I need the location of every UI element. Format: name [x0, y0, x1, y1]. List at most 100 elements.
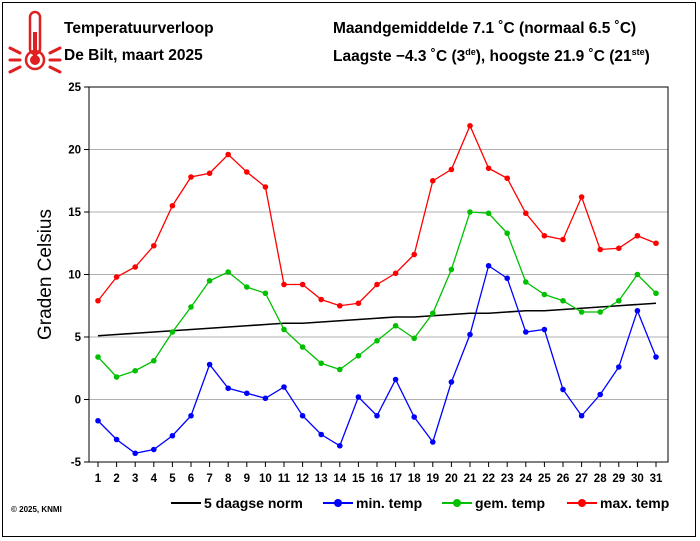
- data-point: [392, 376, 399, 383]
- x-tick-label: 13: [315, 473, 328, 485]
- y-tick-label: 0: [75, 395, 81, 407]
- data-point: [113, 374, 120, 380]
- data-point: [151, 357, 157, 364]
- legend-label: 5 daagse norm: [204, 495, 303, 511]
- y-tick-label: 10: [68, 270, 81, 282]
- data-point: [299, 412, 306, 419]
- data-point: [560, 386, 566, 393]
- legend: 5 daagse norm min. temp gem. temp max. temp: [171, 495, 669, 511]
- data-point: [467, 122, 473, 129]
- data-point: [355, 300, 362, 307]
- x-tick-label: 30: [631, 473, 644, 485]
- data-point: [262, 290, 269, 297]
- data-point: [355, 394, 362, 400]
- data-point: [188, 412, 194, 419]
- series-line-0: [97, 302, 657, 337]
- data-point: [281, 326, 287, 333]
- legend-marker: [453, 499, 461, 507]
- data-point: [616, 245, 622, 252]
- extremes-suffix: ): [644, 48, 650, 65]
- data-point: [95, 297, 101, 304]
- x-tick-label: 2: [113, 473, 119, 485]
- data-point: [430, 177, 436, 184]
- data-point: [541, 291, 548, 298]
- x-tick-label: 26: [557, 473, 570, 485]
- data-point: [411, 414, 418, 420]
- data-point: [578, 309, 585, 315]
- data-point: [169, 432, 176, 439]
- data-point: [392, 270, 399, 277]
- data-point: [485, 165, 492, 172]
- data-point: [95, 354, 101, 360]
- data-point: [597, 246, 603, 253]
- legend-label: min. temp: [356, 495, 422, 511]
- data-point: [299, 344, 306, 350]
- x-tick-label: 22: [482, 473, 495, 485]
- y-axis-ticks: -5 0 5 10 15 20 25: [68, 82, 89, 469]
- x-tick-label: 11: [278, 473, 291, 485]
- data-point: [616, 364, 622, 370]
- thermometer-icon: [8, 10, 62, 74]
- data-point: [448, 166, 455, 173]
- x-tick-label: 18: [408, 473, 421, 485]
- data-point: [578, 412, 585, 419]
- data-point: [374, 337, 380, 344]
- grid: [89, 149, 668, 400]
- series-line-1: [97, 264, 657, 454]
- data-point: [374, 412, 380, 419]
- x-tick-label: 12: [296, 473, 309, 485]
- data-point: [578, 194, 585, 200]
- data-point: [467, 331, 473, 338]
- data-point: [634, 271, 641, 278]
- extremes-sup-high: ste: [631, 47, 645, 57]
- data-point: [206, 170, 213, 177]
- x-tick-label: 19: [426, 473, 439, 485]
- data-point: [430, 310, 436, 317]
- data-point: [244, 390, 250, 397]
- y-tick-label: 15: [68, 207, 81, 219]
- data-point: [281, 384, 287, 390]
- data-point: [485, 262, 492, 269]
- data-point: [318, 360, 325, 367]
- x-tick-label: 16: [371, 473, 384, 485]
- x-tick-label: 5: [169, 473, 176, 485]
- x-tick-label: 20: [445, 473, 458, 485]
- data-point: [188, 174, 194, 180]
- data-point: [244, 284, 250, 290]
- x-tick-label: 9: [244, 473, 250, 485]
- extremes-sup-low: de: [465, 47, 476, 57]
- data-point: [504, 275, 511, 282]
- data-point: [523, 279, 529, 285]
- data-point: [132, 264, 138, 270]
- data-point: [597, 309, 603, 315]
- monthly-average: Maandgemiddelde 7.1 ˚C (normaal 6.5 ˚C): [333, 20, 637, 37]
- data-point: [206, 361, 213, 368]
- data-point: [151, 242, 157, 249]
- y-tick-label: 20: [68, 145, 81, 157]
- data-point: [653, 290, 659, 297]
- data-point: [95, 417, 101, 424]
- data-point: [523, 329, 529, 335]
- x-tick-label: 3: [132, 473, 138, 485]
- x-tick-label: 17: [389, 473, 402, 485]
- x-tick-label: 29: [612, 473, 625, 485]
- data-point: [318, 431, 325, 438]
- data-point: [188, 304, 194, 310]
- data-point: [560, 297, 566, 304]
- data-point: [430, 439, 436, 445]
- data-point: [318, 296, 325, 303]
- data-point: [113, 436, 120, 443]
- data-point: [485, 210, 492, 217]
- plot-area: [88, 86, 669, 463]
- monthly-extremes: Laagste −4.3 ˚C (3de), hoogste 21.9 ˚C (…: [333, 47, 650, 66]
- data-point: [504, 230, 511, 237]
- data-point: [541, 326, 548, 333]
- data-point: [634, 232, 641, 239]
- data-point: [337, 302, 343, 309]
- data-point: [504, 175, 511, 182]
- legend-label: gem. temp: [475, 495, 545, 511]
- data-point: [467, 209, 473, 215]
- x-axis-ticks: 1 2 3 4 5 6 7 8 9 10 11 12 13 14 15 16 17 18 19 20 21 22 23 24 2…: [95, 462, 663, 485]
- data-point: [132, 367, 138, 374]
